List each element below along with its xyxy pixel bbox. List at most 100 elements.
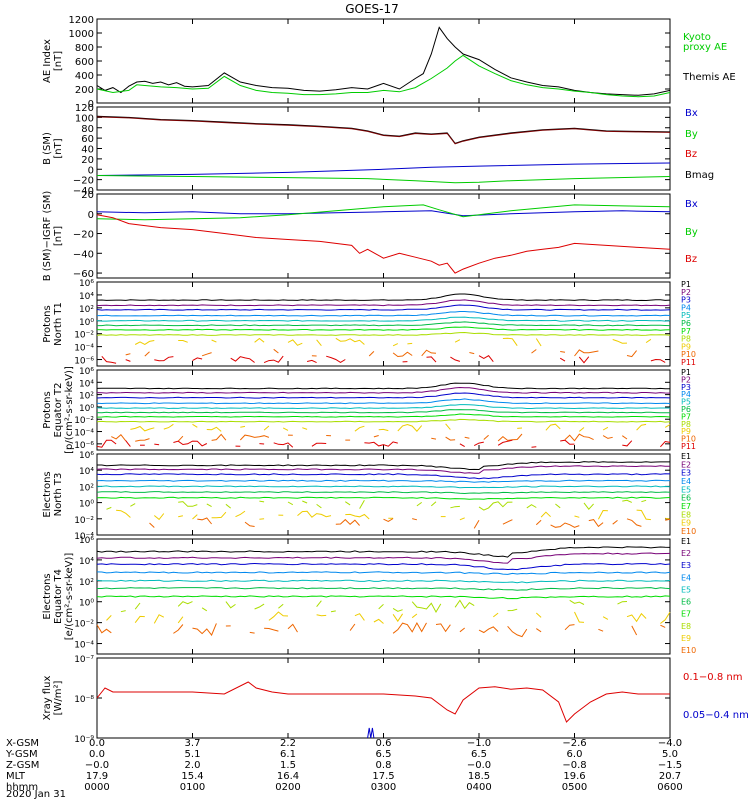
channel-e10 [564, 624, 575, 631]
channel-e10 [536, 628, 542, 633]
y-tick-label: 1000 [69, 29, 94, 40]
channel-p10 [239, 434, 270, 441]
y-tick-label: 10² [79, 392, 94, 402]
channel-e8 [507, 608, 518, 612]
legend-p4: P4 [681, 303, 691, 312]
channel-e9 [636, 509, 651, 521]
channel-e10 [631, 625, 638, 636]
channel-e8 [345, 501, 351, 506]
channel-e8 [316, 600, 322, 608]
channel-p10 [368, 351, 375, 357]
channel-e9 [602, 616, 609, 620]
channel-e10 [287, 623, 298, 633]
y-tick-label: 10⁻² [74, 416, 94, 426]
y-axis-label: ProtonsNorth T1 [42, 302, 64, 346]
legend-p10: P10 [681, 435, 696, 444]
legend-p10: P10 [681, 350, 696, 359]
channel-e8 [120, 610, 126, 613]
channel-e9 [354, 613, 365, 621]
y-tick-label: 10⁴ [79, 467, 94, 477]
channel-p9 [454, 339, 461, 343]
series-0-1-0-8-nm [96, 681, 670, 723]
channel-p11 [559, 357, 566, 362]
channel-e10 [335, 518, 360, 526]
legend-p6: P6 [681, 405, 691, 414]
channel-e10 [473, 520, 480, 529]
channel-e8 [641, 499, 647, 503]
panel-bigrf: 20 0 −20 −40 −60 B (SM)−IGRF (SM)[nT] Bx By Bz [42, 190, 698, 281]
xaxis-value: 0000 [84, 782, 109, 793]
legend-e1: E1 [681, 452, 691, 461]
channel-p5 [96, 316, 671, 322]
channel-e8 [450, 505, 460, 509]
xaxis-value: 20.7 [659, 771, 681, 782]
xaxis-value: 19.6 [563, 771, 585, 782]
y-axis-label: B (SM)[nT] [42, 132, 64, 165]
channel-p1 [96, 382, 671, 390]
xaxis-value: 2.2 [280, 738, 296, 749]
xaxis-row-label-y-gsm: Y-GSM [5, 749, 38, 760]
channel-p11 [560, 439, 575, 445]
date-label: 2020 Jan 31 [6, 789, 66, 800]
y-tick-label: 10⁻⁴ [74, 344, 94, 354]
channel-e8 [378, 603, 384, 610]
y-tick-label: 20 [81, 190, 94, 201]
channel-e10 [550, 522, 580, 528]
y-tick-label: 10⁰ [79, 404, 94, 414]
channel-p9 [263, 425, 270, 431]
y-axis-label: ElectronsEquator T4[e/(cm²-s-sr-keV)] [42, 553, 75, 641]
channel-e8 [617, 601, 628, 605]
channel-e4 [96, 571, 671, 575]
xaxis-value: 0200 [275, 782, 300, 793]
y-axis-label-line: Xray flux [42, 676, 53, 721]
channel-p9 [211, 339, 217, 343]
channel-e8 [287, 501, 294, 506]
channel-p9 [178, 340, 188, 343]
xaxis-value: 0.8 [376, 760, 392, 771]
channel-e8 [130, 503, 136, 507]
y-tick-label: 400 [75, 71, 94, 82]
legend-e6: E6 [681, 494, 691, 503]
legend-proxy-ae: proxy AE [683, 42, 727, 53]
channel-p11 [192, 357, 203, 362]
legend-0-1-0-8-nm: 0.1−0.8 nm [683, 672, 742, 683]
channel-e9 [574, 611, 585, 623]
y-axis-label-line: B (SM) [42, 132, 53, 165]
legend-p2: P2 [681, 288, 691, 297]
channel-e10 [435, 623, 451, 633]
y-tick-label: 10⁶ [79, 367, 94, 377]
channel-p10 [211, 433, 227, 441]
channel-p10 [135, 438, 150, 442]
xaxis-value: 0300 [371, 782, 396, 793]
legend-p11: P11 [681, 442, 696, 451]
channel-p9 [192, 423, 198, 428]
xaxis-value: 6.5 [376, 749, 392, 760]
channel-e8 [254, 603, 265, 610]
y-axis-label-line: Electrons [42, 573, 53, 619]
channel-p10 [111, 433, 127, 442]
y-tick-label: 10⁻⁹ [74, 735, 94, 745]
legend-themis-ae: Themis AE [682, 72, 736, 83]
legend-p11: P11 [681, 358, 696, 367]
channel-e9 [459, 517, 465, 521]
channel-p11 [459, 443, 465, 448]
channel-e10 [459, 627, 466, 633]
channel-p11 [478, 355, 494, 363]
channel-e10 [588, 519, 604, 528]
channel-p2 [96, 299, 671, 307]
y-axis-label-line: North T3 [53, 473, 64, 517]
channel-p9 [636, 423, 647, 431]
y-tick-label: 0 [88, 99, 94, 110]
xaxis-value: 0.0 [89, 738, 105, 749]
xaxis-value: −1.0 [467, 738, 491, 749]
xaxis-value: 6.1 [280, 749, 296, 760]
channel-e9 [492, 612, 499, 618]
legend-e7: E7 [681, 502, 691, 511]
channel-e8 [106, 506, 112, 510]
channel-p9 [354, 425, 365, 432]
legend-p9: P9 [681, 427, 691, 436]
channel-p9 [316, 339, 322, 347]
channel-e10 [612, 520, 618, 525]
